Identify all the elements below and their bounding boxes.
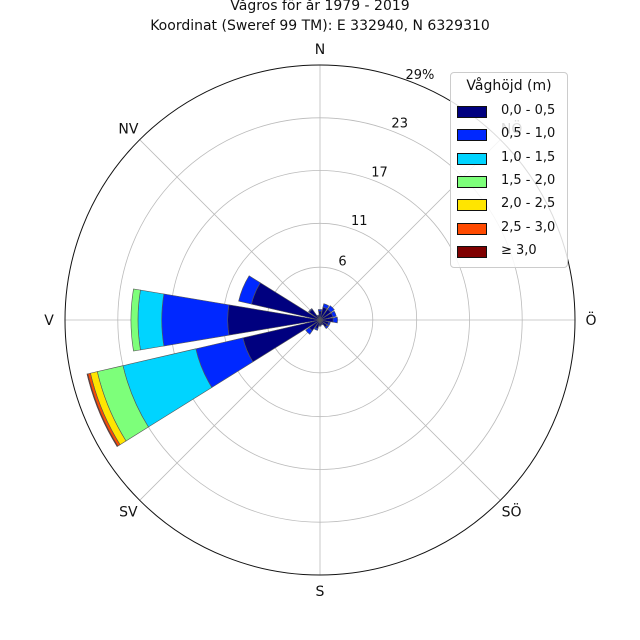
- legend-label: 1,5 - 2,0: [501, 172, 556, 188]
- grid-spoke: [319, 319, 501, 501]
- bar-Ö-series-1: [332, 316, 338, 324]
- bar-NÖ-series-1: [327, 305, 335, 313]
- bar-SSV-series-1: [314, 327, 319, 331]
- grid-spoke: [139, 319, 321, 501]
- radial-tick-label: 6: [338, 255, 346, 270]
- direction-label: Ö: [585, 311, 596, 329]
- direction-label: S: [316, 584, 325, 600]
- direction-label: SÖ: [502, 503, 522, 521]
- legend-label: ≥ 3,0: [501, 242, 537, 258]
- legend: Våghöjd (m) 0,0 - 0,5 0,5 - 1,0 1,0 - 1,5 1…: [450, 72, 568, 268]
- legend-swatch: [457, 152, 487, 165]
- bar-SÖ-series-1: [324, 324, 329, 329]
- bar-VSV-series-6: [86, 373, 119, 447]
- direction-label: N: [315, 42, 325, 58]
- bar-NNÖ-series-1: [322, 303, 330, 310]
- chart-subtitle: Koordinat (Sweref 99 TM): E 332940, N 63…: [150, 18, 490, 34]
- bar-ÖSÖ-series-1: [327, 321, 331, 326]
- bar-VNV-series-1: [238, 275, 261, 305]
- bar-NNV-series-1: [316, 314, 320, 317]
- bar-NV-series-1: [308, 308, 313, 313]
- bar-N-series-1: [317, 309, 323, 312]
- legend-label: 2,5 - 3,0: [501, 219, 556, 235]
- chart-title: Vågros för år 1979 - 2019: [230, 0, 410, 14]
- legend-swatch: [457, 222, 487, 235]
- grid-spoke: [139, 139, 321, 321]
- legend-swatch: [457, 175, 487, 188]
- legend-label: 2,0 - 2,5: [501, 196, 556, 212]
- bar-SSÖ-series-1: [320, 323, 324, 326]
- polar-frame: [64, 64, 576, 576]
- bar-V-series-1: [161, 293, 230, 347]
- direction-label: V: [44, 313, 54, 329]
- legend-swatch: [457, 199, 487, 212]
- legend-swatch: [457, 106, 487, 118]
- grid-ring: [117, 117, 523, 523]
- bar-S-series-1: [318, 324, 322, 327]
- legend-label: 1,0 - 1,5: [501, 149, 556, 165]
- legend-swatch: [457, 245, 487, 258]
- direction-label: SV: [119, 505, 138, 521]
- radial-tick-label: 29%: [405, 68, 434, 83]
- legend-swatch: [457, 129, 487, 142]
- legend-label: 0,0 - 0,5: [501, 103, 556, 118]
- legend-label: 0,5 - 1,0: [501, 126, 556, 142]
- direction-label: NV: [118, 121, 138, 137]
- bar-V-series-3: [130, 288, 141, 352]
- radial-tick-label: 23: [391, 117, 408, 132]
- bar-V-series-2: [137, 289, 165, 351]
- radial-tick-label: 17: [371, 165, 388, 180]
- bar-ÖNÖ-series-1: [330, 310, 337, 318]
- legend-title: Våghöjd (m): [466, 78, 552, 94]
- radial-tick-label: 11: [351, 214, 368, 229]
- bar-SV-series-1: [305, 327, 313, 335]
